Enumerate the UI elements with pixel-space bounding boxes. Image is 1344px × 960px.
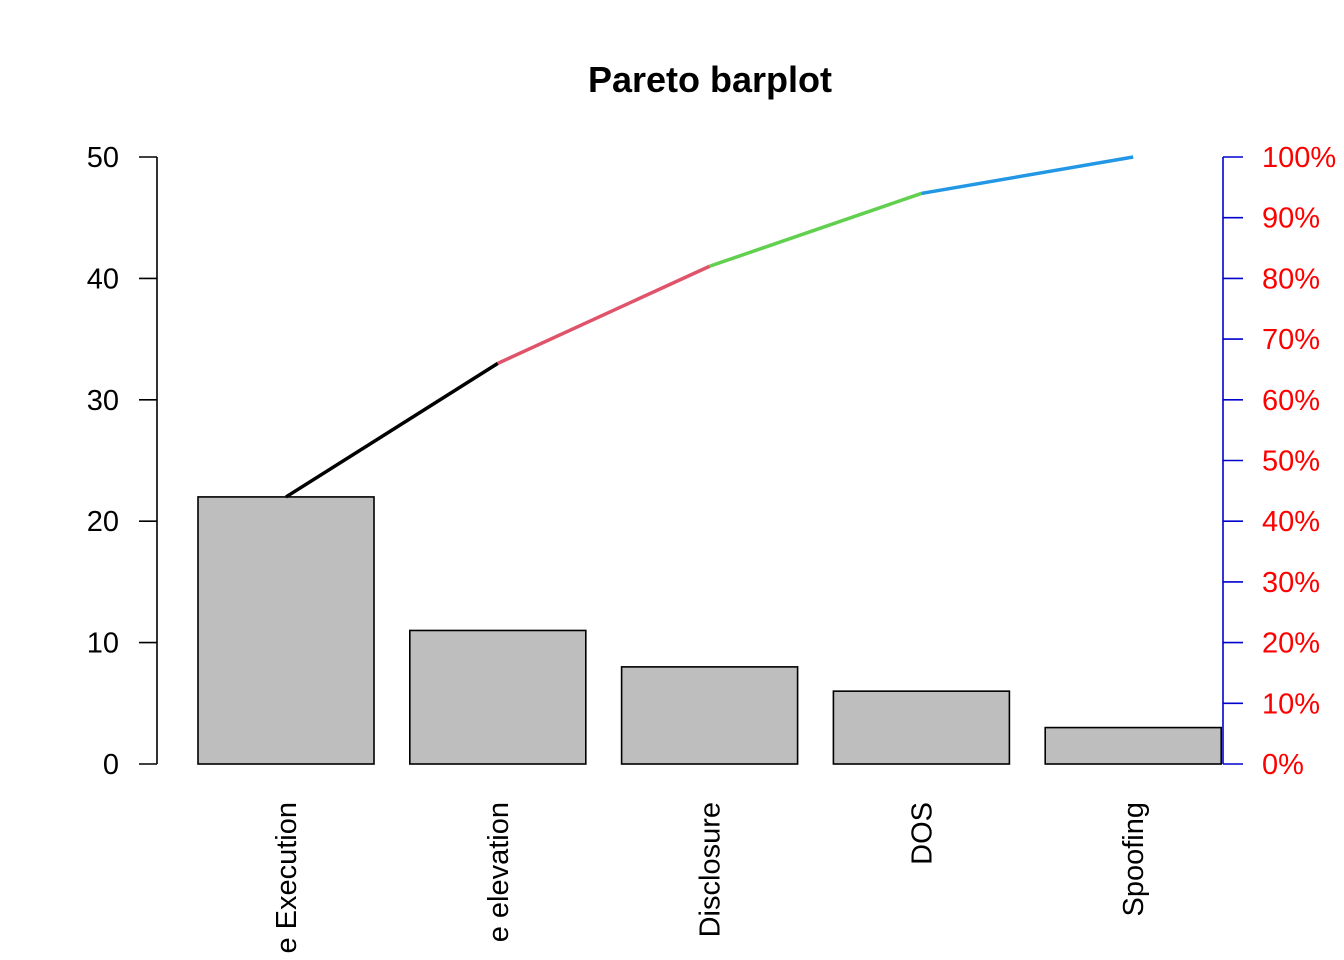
right-tick-label: 30% — [1262, 567, 1320, 599]
right-tick-label: 40% — [1262, 506, 1320, 538]
left-tick-label: 20 — [87, 506, 119, 538]
cumulative-segment — [709, 191, 922, 268]
left-tick-label: 0 — [103, 749, 119, 781]
x-tick-label: e Execution — [271, 802, 303, 954]
x-tick-label: e elevation — [483, 802, 515, 942]
chart-title: Pareto barplot — [588, 59, 832, 100]
cumulative-line — [285, 155, 1134, 499]
right-tick-label: 100% — [1262, 142, 1336, 174]
x-tick-label: Disclosure — [695, 802, 727, 937]
right-tick-label: 0% — [1262, 749, 1304, 781]
cumulative-segment — [921, 155, 1134, 196]
cumulative-segment — [285, 361, 499, 499]
bars — [197, 496, 1222, 765]
bar — [1044, 726, 1222, 765]
x-tick-label: Spoofing — [1118, 802, 1150, 917]
bar — [832, 690, 1011, 765]
left-tick-label: 10 — [87, 628, 119, 660]
right-y-axis: 0% 10% 20% 30% 40% 50% 60% 70% 80% 90% 100% — [1222, 142, 1336, 781]
left-tick-label: 40 — [87, 263, 119, 295]
right-tick-label: 20% — [1262, 628, 1320, 660]
x-tick-label: DOS — [906, 802, 938, 865]
right-tick-label: 70% — [1262, 324, 1320, 356]
cumulative-segment — [497, 264, 711, 365]
bar — [197, 496, 375, 765]
right-tick-label: 60% — [1262, 385, 1320, 417]
left-y-axis: 0 10 20 30 40 50 — [87, 142, 158, 781]
right-tick-label: 50% — [1262, 446, 1320, 478]
bar — [620, 666, 799, 765]
bar — [408, 629, 587, 765]
right-tick-label: 90% — [1262, 203, 1320, 235]
right-tick-label: 10% — [1262, 688, 1320, 720]
left-tick-label: 30 — [87, 385, 119, 417]
right-tick-label: 80% — [1262, 263, 1320, 295]
x-axis-labels: e Execution e elevation Disclosure DOS Spoof… — [271, 802, 1150, 954]
left-tick-label: 50 — [87, 142, 119, 174]
